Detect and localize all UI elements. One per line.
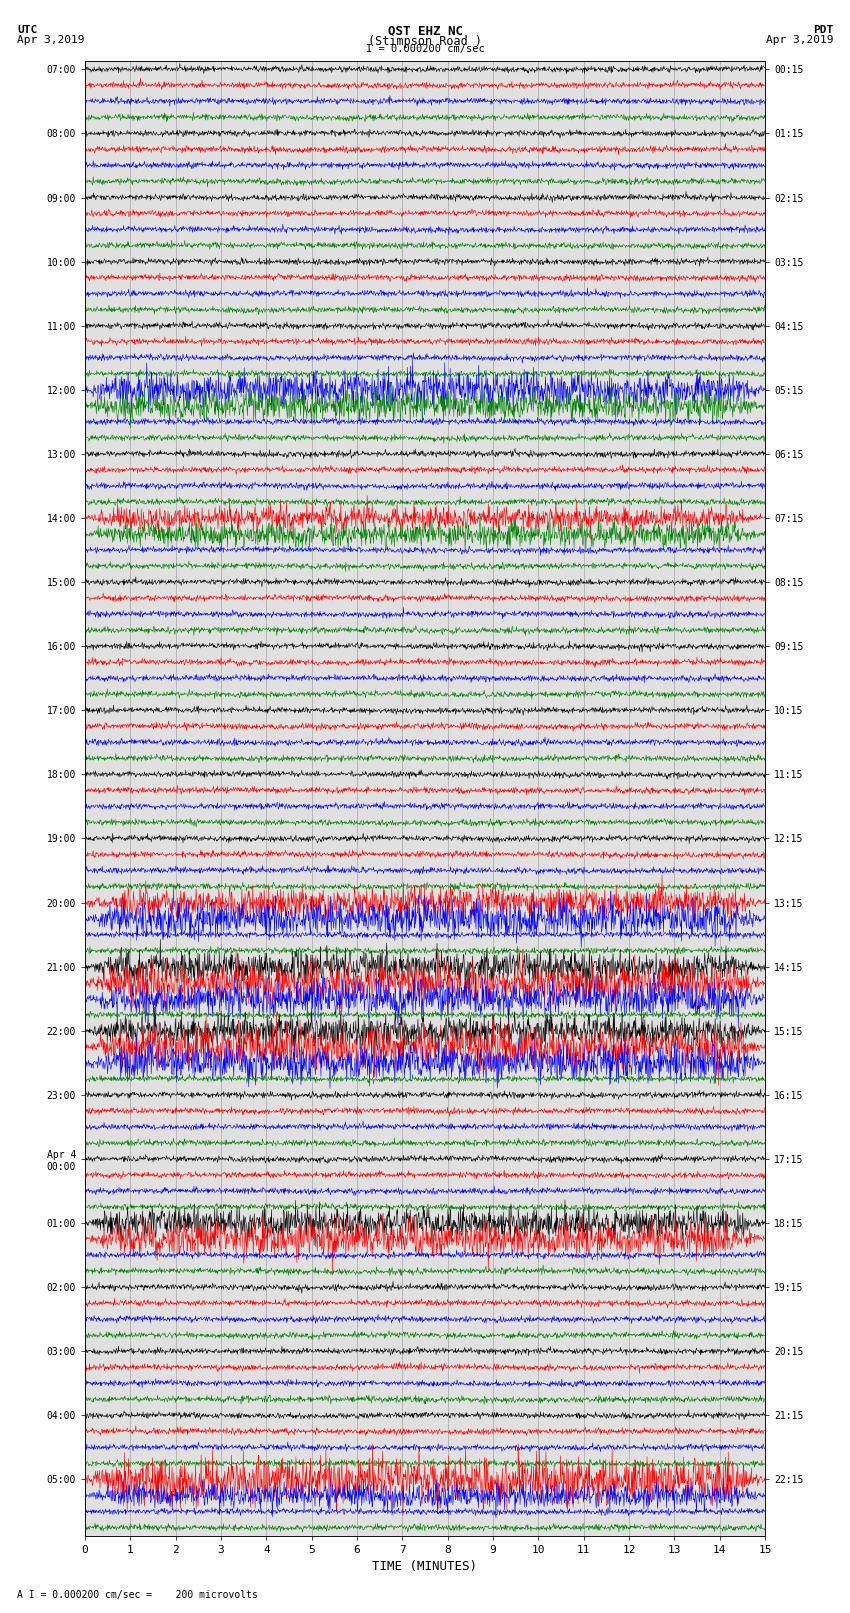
Text: OST EHZ NC: OST EHZ NC <box>388 24 462 39</box>
Text: PDT: PDT <box>813 24 833 35</box>
Text: Apr 3,2019: Apr 3,2019 <box>766 35 833 45</box>
Text: UTC: UTC <box>17 24 37 35</box>
Text: A I = 0.000200 cm/sec =    200 microvolts: A I = 0.000200 cm/sec = 200 microvolts <box>17 1590 258 1600</box>
X-axis label: TIME (MINUTES): TIME (MINUTES) <box>372 1560 478 1573</box>
Text: I = 0.000200 cm/sec: I = 0.000200 cm/sec <box>366 44 484 55</box>
Text: (Stimpson Road ): (Stimpson Road ) <box>368 35 482 48</box>
Text: Apr 3,2019: Apr 3,2019 <box>17 35 84 45</box>
